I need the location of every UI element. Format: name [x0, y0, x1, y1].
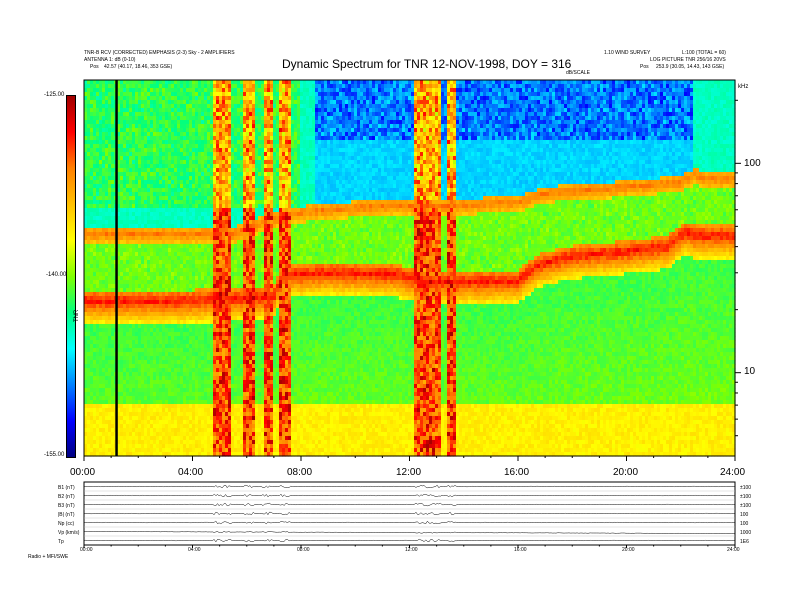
bottom-row-right-3: 100: [740, 512, 748, 518]
bottom-row-label-0: B1 (nT): [58, 485, 75, 491]
y-tick-10: 10: [744, 366, 755, 377]
x-tick-20: 20:00: [613, 467, 638, 478]
bottom-row-right-6: 1E6: [740, 539, 749, 545]
bottom-row-label-2: B3 (nT): [58, 503, 75, 509]
x-tick-4: 04:00: [178, 467, 203, 478]
bottom-row-label-3: |B| (nT): [58, 512, 75, 518]
bottom-row-right-2: ±100: [740, 503, 751, 509]
bottom-row-right-4: 100: [740, 521, 748, 527]
y-tick-100: 100: [744, 158, 761, 169]
bottom-row-right-5: 1000: [740, 530, 751, 536]
bottom-x-tick-4: 16:00: [514, 547, 527, 553]
bottom-trace-2: [84, 503, 735, 506]
x-tick-24: 24:00: [720, 467, 745, 478]
khz-unit-label: kHz: [738, 84, 748, 90]
bottom-trace-3: [84, 512, 735, 515]
bottom-row-right-0: ±100: [740, 485, 751, 491]
bottom-row-label-4: Np (cc): [58, 521, 74, 527]
bottom-x-tick-5: 20:00: [622, 547, 635, 553]
x-tick-16: 16:00: [504, 467, 529, 478]
bottom-trace-0: [84, 485, 735, 488]
bottom-trace-5: [84, 531, 735, 533]
x-tick-0: 00:00: [70, 467, 95, 478]
bottom-row-label-1: B2 (nT): [58, 494, 75, 500]
bottom-row-label-5: Vp (km/s): [58, 530, 79, 536]
bottom-x-tick-0: 00:00: [80, 547, 93, 553]
x-tick-8: 08:00: [287, 467, 312, 478]
bottom-trace-4: [84, 521, 735, 524]
x-tick-12: 12:00: [396, 467, 421, 478]
bottom-x-tick-6: 24:00: [727, 547, 740, 553]
bottom-trace-6: [84, 539, 735, 542]
bottom-trace-1: [84, 494, 735, 497]
bottom-row-right-1: ±100: [740, 494, 751, 500]
bottom-x-tick-2: 08:00: [297, 547, 310, 553]
bottom-footer-label: Radio + MFI/SWE: [28, 554, 68, 560]
bottom-row-label-6: Tp: [58, 539, 64, 545]
bottom-x-tick-3: 12:00: [405, 547, 418, 553]
bottom-x-tick-1: 04:00: [188, 547, 201, 553]
spectrogram-cells: [84, 80, 736, 457]
